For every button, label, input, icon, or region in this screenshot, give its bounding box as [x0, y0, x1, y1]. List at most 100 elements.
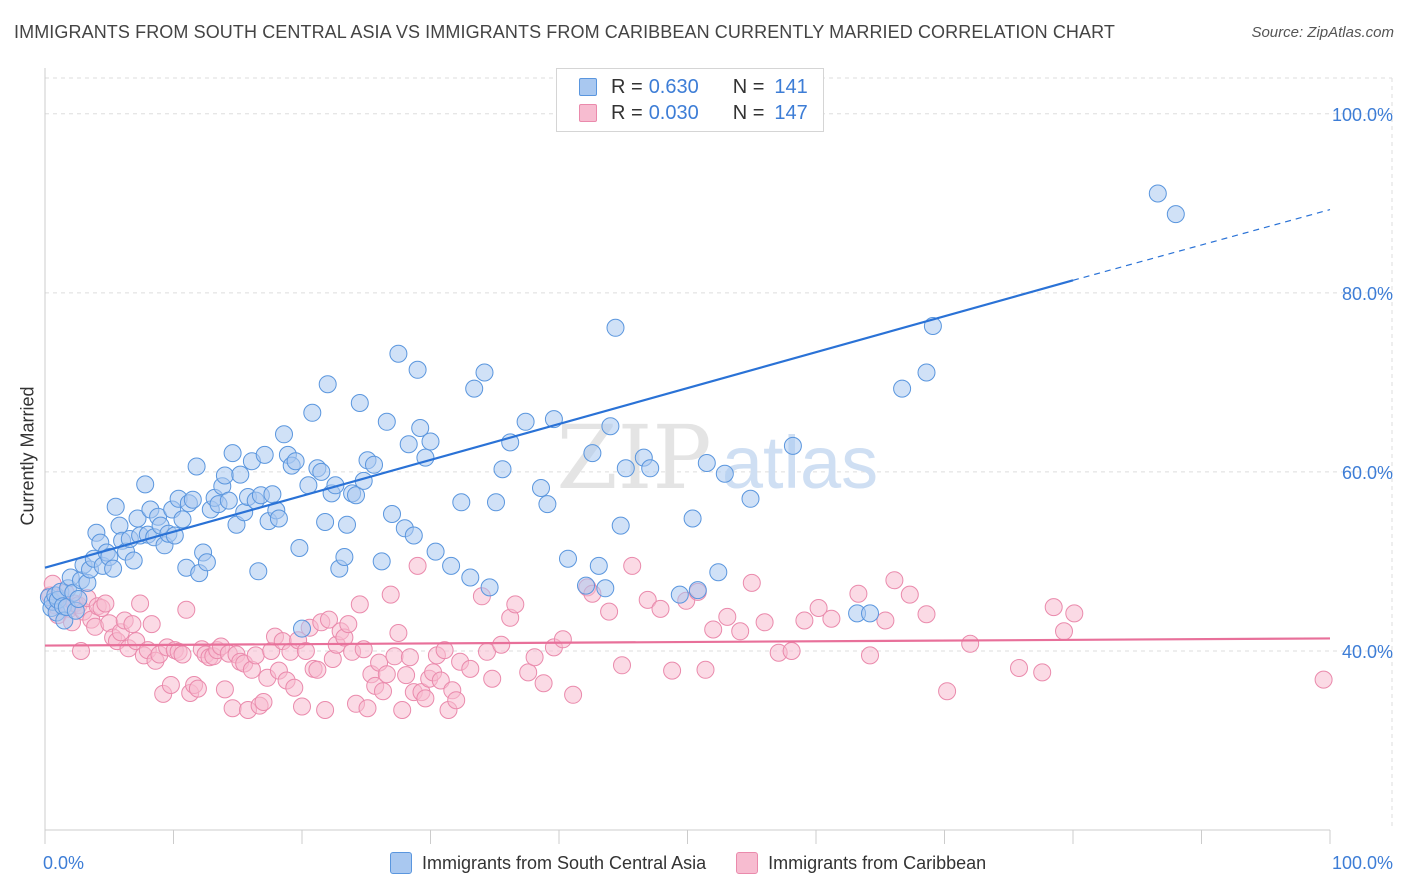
point-caribbean: [215, 680, 234, 699]
point-south-central-asia: [516, 412, 535, 431]
point-south-central-asia: [173, 510, 192, 529]
point-caribbean: [374, 682, 392, 701]
point-south-central-asia: [452, 493, 471, 512]
source-label: Source: ZipAtlas.com: [1251, 24, 1394, 41]
legend-r-value: 0.030: [648, 101, 699, 124]
point-south-central-asia: [1166, 205, 1185, 224]
point-caribbean: [354, 640, 373, 659]
point-caribbean: [553, 630, 572, 649]
point-south-central-asia: [69, 590, 88, 608]
point-south-central-asia: [577, 576, 595, 595]
point-south-central-asia: [286, 452, 305, 471]
point-caribbean: [177, 600, 196, 619]
chart-title: IMMIGRANTS FROM SOUTH CENTRAL ASIA VS IM…: [14, 22, 1116, 42]
point-caribbean: [254, 693, 273, 711]
legend-item-south-central-asia: Immigrants from South Central Asia: [390, 852, 706, 874]
point-caribbean: [885, 571, 904, 590]
point-caribbean: [339, 615, 358, 634]
point-south-central-asia: [219, 491, 238, 510]
legend-n-label: N =: [732, 75, 765, 98]
point-south-central-asia: [269, 509, 288, 528]
point-caribbean: [519, 663, 538, 682]
legend-item-label: Immigrants from Caribbean: [768, 852, 987, 873]
legend-swatch-blue: [390, 852, 412, 874]
point-south-central-asia: [124, 551, 143, 570]
trend-line-caribbean: [44, 637, 1331, 647]
point-south-central-asia: [421, 432, 440, 451]
point-south-central-asia: [383, 505, 401, 523]
point-south-central-asia: [601, 417, 620, 436]
point-south-central-asia: [861, 604, 879, 623]
point-south-central-asia: [303, 403, 322, 422]
x-tick-label: 0.0%: [43, 853, 84, 873]
point-caribbean: [534, 674, 553, 693]
y-tick-label: 100.0%: [1332, 105, 1393, 125]
point-caribbean: [435, 641, 454, 660]
legend-r-label: R =: [611, 101, 643, 124]
point-south-central-asia: [475, 363, 494, 382]
point-caribbean: [782, 642, 801, 660]
legend-swatch-blue: [579, 78, 597, 96]
point-caribbean: [385, 647, 404, 666]
point-south-central-asia: [326, 476, 345, 495]
point-caribbean: [320, 610, 338, 629]
point-caribbean: [492, 635, 511, 654]
point-south-central-asia: [893, 379, 912, 398]
y-axis-label: Currently Married: [17, 386, 38, 526]
point-caribbean: [96, 594, 115, 613]
legend-swatch-pink: [736, 852, 759, 874]
point-south-central-asia: [480, 578, 499, 597]
point-south-central-asia: [426, 542, 445, 561]
point-caribbean: [525, 648, 544, 667]
point-south-central-asia: [583, 444, 602, 463]
point-caribbean: [416, 689, 435, 708]
trend-line-south-central-asia: [44, 279, 1074, 569]
point-caribbean: [72, 642, 90, 660]
point-south-central-asia: [641, 459, 660, 478]
point-south-central-asia: [365, 455, 383, 474]
point-south-central-asia: [136, 475, 155, 494]
point-caribbean: [393, 701, 412, 719]
point-caribbean: [506, 595, 525, 614]
legend-n-value: 141: [774, 75, 808, 98]
legend-swatch-pink: [579, 104, 597, 122]
point-caribbean: [285, 678, 304, 697]
point-caribbean: [483, 669, 502, 688]
point-south-central-asia: [299, 476, 318, 495]
point-caribbean: [397, 666, 416, 685]
point-caribbean: [623, 556, 642, 575]
point-caribbean: [389, 624, 408, 642]
point-south-central-asia: [347, 486, 365, 505]
point-caribbean: [408, 556, 427, 575]
point-caribbean: [377, 665, 396, 684]
point-south-central-asia: [493, 460, 512, 479]
point-caribbean: [173, 645, 192, 664]
point-caribbean: [1010, 659, 1028, 677]
point-caribbean: [795, 611, 814, 630]
point-south-central-asia: [442, 556, 461, 575]
point-caribbean: [613, 656, 631, 675]
point-south-central-asia: [1148, 184, 1167, 203]
point-south-central-asia: [183, 490, 202, 509]
point-south-central-asia: [741, 489, 760, 508]
point-south-central-asia: [461, 568, 480, 587]
watermark: ZIP atlas: [556, 406, 878, 509]
point-caribbean: [1065, 604, 1084, 623]
point-caribbean: [381, 585, 400, 604]
legend-n-label: N =: [732, 101, 765, 124]
point-south-central-asia: [683, 509, 702, 528]
point-caribbean: [809, 599, 828, 617]
point-south-central-asia: [377, 412, 396, 431]
point-south-central-asia: [255, 445, 274, 464]
grid-lines: [45, 77, 1393, 830]
point-south-central-asia: [318, 375, 337, 394]
point-south-central-asia: [197, 553, 216, 572]
point-caribbean: [651, 599, 670, 618]
point-south-central-asia: [465, 379, 484, 398]
point-south-central-asia: [688, 581, 707, 600]
point-caribbean: [1044, 598, 1063, 617]
y-tick-label: 40.0%: [1342, 642, 1393, 662]
legend-item-caribbean: Immigrants from Caribbean: [736, 852, 986, 874]
point-caribbean: [663, 661, 682, 680]
